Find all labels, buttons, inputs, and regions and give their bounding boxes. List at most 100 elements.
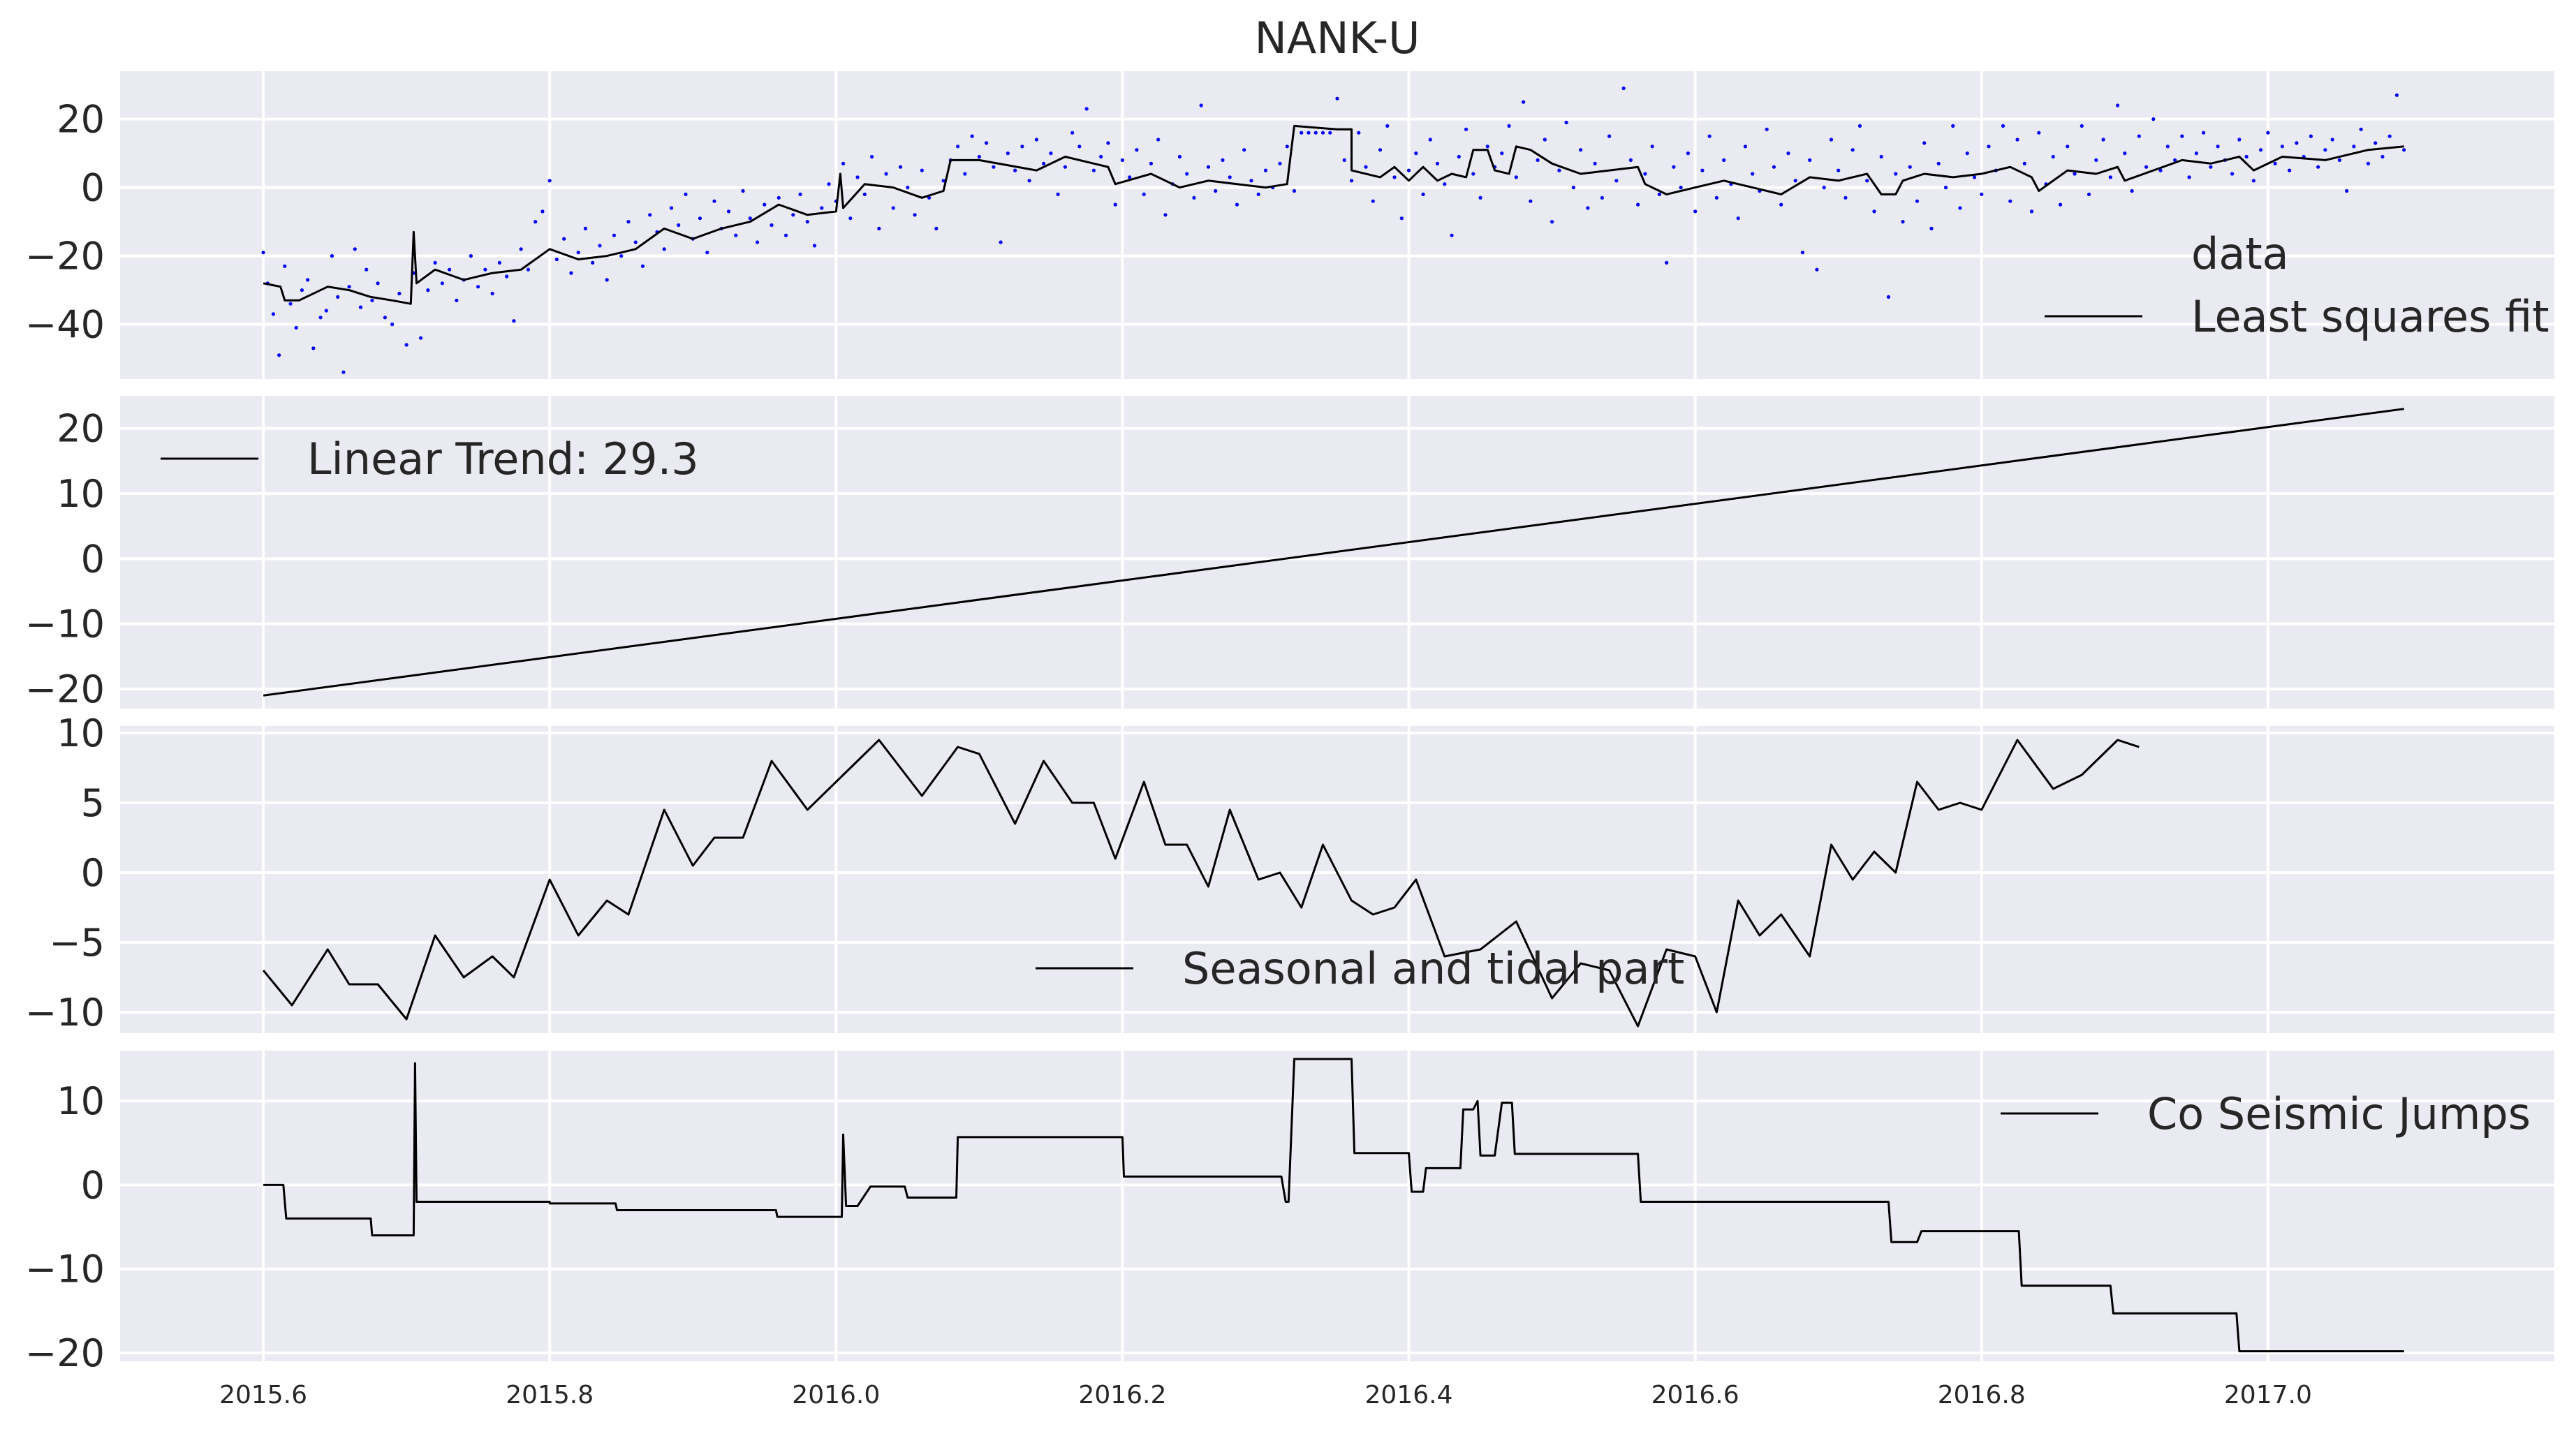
data-point [705,251,709,255]
data-point [2108,175,2112,179]
least-squares-fit-line [263,124,2404,305]
data-point [1850,148,1855,152]
data-point [1221,158,1225,162]
data-point [2144,165,2149,169]
data-point [1929,226,1934,230]
data-point [404,343,409,347]
data-point [2051,154,2055,159]
seasonal-and-tidal-part-line [262,739,2140,1028]
data-point [862,192,867,196]
data-point [1106,141,1110,145]
data-point [1120,158,1125,162]
data-point [318,316,323,320]
x-tick-label: 2015.6 [219,1381,307,1409]
y-tick-label: 0 [81,537,105,581]
data-point [1042,161,1046,165]
data-point [2172,158,2177,162]
data-point [271,312,276,316]
data-point [490,291,494,296]
data-point [677,223,681,228]
data-point [2202,131,2206,135]
data-point [469,254,473,258]
data-point [1529,199,1533,203]
data-point [2080,124,2084,128]
data-point [1013,168,1017,172]
data-point [1543,138,1547,142]
panel-2: 20 10 0 −10 −20 Linear Trend: 29.3 [25,396,2554,711]
data-point [1113,202,1117,207]
data-point [1879,154,1883,159]
data-point [1987,145,1991,149]
data-point [2345,188,2349,193]
data-point [726,209,731,214]
co-seismic-jumps-line [263,1058,2404,1353]
data-point [1672,165,1676,169]
data-point [884,172,888,176]
data-point [2259,148,2263,152]
data-point [533,220,538,224]
data-point [1714,195,1719,200]
data-point [2158,168,2163,172]
data-point [798,192,802,196]
data-point [1256,192,1260,196]
data-point [2251,179,2255,183]
data-point [741,188,745,193]
data-point [1679,186,1683,190]
data-point [591,260,595,265]
data-point [2086,192,2091,196]
data-point [2380,154,2385,159]
data-point [1371,199,1375,203]
data-point [2022,161,2026,165]
data-point [1822,186,1826,190]
data-point [1707,134,1712,138]
data-point [277,353,281,357]
data-point [1815,267,1819,272]
data-point [1600,195,1604,200]
data-point [855,175,860,179]
data-point [2165,145,2170,149]
data-point [955,145,960,149]
data-point [1507,124,1511,128]
data-point [827,182,831,186]
data-point [353,247,357,251]
legend-label: Seasonal and tidal part [1182,943,1684,994]
data-point [1571,186,1575,190]
data-point [777,195,781,200]
data-point [791,213,795,217]
data-point [376,281,380,286]
data-point [920,168,924,172]
data-point [2130,188,2134,193]
data-point [2273,161,2277,165]
data-point [519,247,523,251]
y-tick-label: −40 [25,303,105,347]
data-point [1428,138,1432,142]
data-point [1901,220,1905,224]
data-point [2137,134,2141,138]
data-point [2387,134,2392,138]
data-point [512,319,516,323]
data-point [497,260,502,265]
data-point [605,278,609,282]
y-tick-label: 0 [81,851,105,895]
x-tick-label: 2017.0 [2224,1381,2312,1409]
data-point [1177,154,1182,159]
data-point [1972,175,1977,179]
y-tick-label: 20 [57,98,105,142]
data-point [1056,192,1060,196]
data-point [336,295,340,299]
data-point [1335,96,1339,101]
data-point [1951,124,1955,128]
data-point [2394,93,2399,97]
chart-title: NANK-U [1254,13,1420,64]
data-point [2295,141,2299,145]
legend: data Least squares fit [2045,228,2549,342]
legend-label: Least squares fit [2191,291,2549,342]
data-point [324,309,328,313]
data-point [483,267,487,272]
data-point [1478,195,1482,200]
data-point [2029,209,2034,214]
data-point [1128,175,1132,179]
data-point [891,206,895,210]
data-point [1965,151,1969,156]
data-point [1464,127,1469,131]
